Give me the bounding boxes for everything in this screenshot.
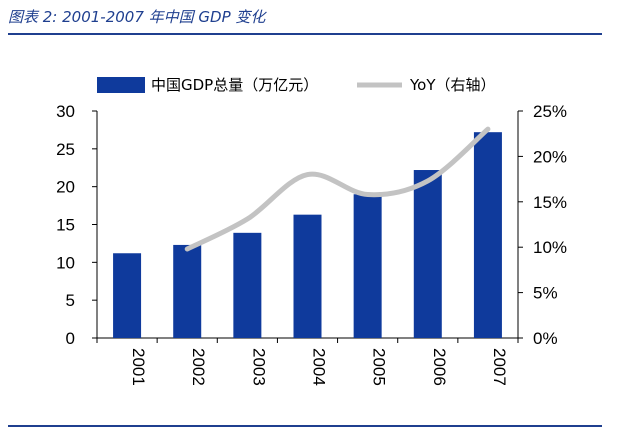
figure-title: 图表 2: 2001-2007 年中国 GDP 变化	[8, 8, 266, 26]
bar-series	[113, 132, 502, 338]
right-tick-label: 0%	[533, 329, 558, 348]
left-tick-label: 20	[56, 178, 75, 197]
gdp-bar	[173, 244, 202, 338]
yoy-series	[184, 126, 491, 252]
x-tick-label: 2002	[189, 348, 208, 386]
gdp-bar	[413, 170, 442, 338]
gdp-bar	[473, 132, 502, 338]
left-tick-label: 10	[56, 253, 75, 272]
x-tick-label: 2004	[310, 348, 329, 386]
left-tick-label: 0	[66, 329, 75, 348]
right-tick-label: 10%	[533, 238, 567, 257]
left-tick-label: 5	[66, 291, 75, 310]
header-rule	[8, 33, 602, 35]
gdp-bar	[233, 232, 262, 338]
legend-line-label: YoY（右轴）	[409, 76, 496, 94]
right-tick-label: 15%	[533, 193, 567, 212]
left-tick-label: 30	[56, 102, 75, 121]
legend-bar-swatch	[97, 77, 145, 93]
x-tick-label: 2001	[129, 348, 148, 386]
footer-rule	[8, 425, 602, 427]
yoy-line	[184, 126, 491, 252]
x-tick-label: 2003	[249, 348, 268, 386]
x-tick-label: 2006	[430, 348, 449, 386]
gdp-bar	[353, 194, 382, 338]
x-tick-label: 2005	[370, 348, 389, 386]
x-tick-label: 2007	[490, 348, 509, 386]
gdp-bar	[113, 253, 142, 338]
legend: 中国GDP总量（万亿元） YoY（右轴）	[97, 76, 496, 94]
left-tick-label: 25	[56, 140, 75, 159]
right-tick-label: 20%	[533, 147, 567, 166]
tick-labels: 0 5 10 15 20 25 30 0% 5% 10% 15% 20% 25% 2001 2002 2003…	[56, 102, 567, 386]
left-tick-label: 15	[56, 216, 75, 235]
right-tick-label: 5%	[533, 284, 558, 303]
legend-bar-label: 中国GDP总量（万亿元）	[151, 76, 318, 94]
gdp-bar	[293, 214, 322, 338]
right-tick-label: 25%	[533, 102, 567, 121]
